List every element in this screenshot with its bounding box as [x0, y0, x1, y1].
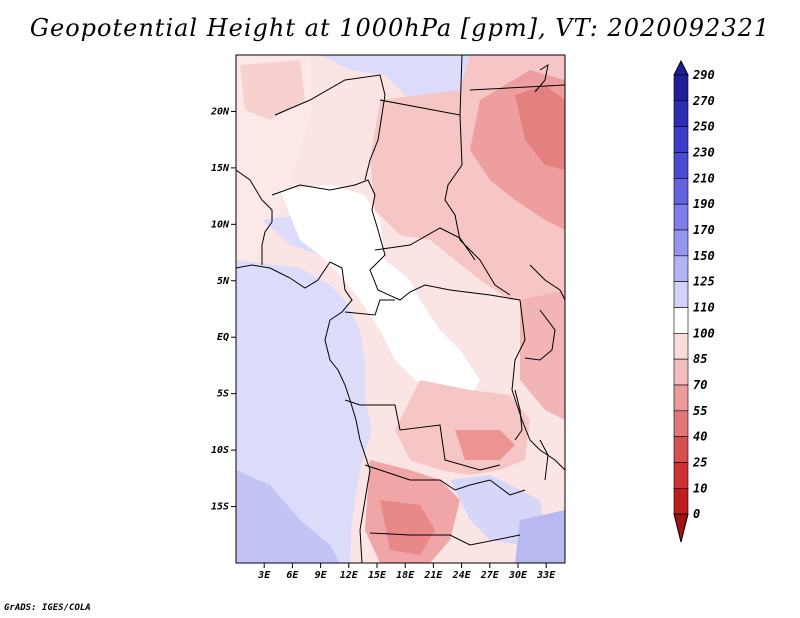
atlantic-coast [236, 261, 371, 563]
colorbar: 2902702502302101901701501251101008570554… [673, 59, 715, 543]
colorbar-label: 270 [692, 94, 715, 108]
colorbar-swatch [673, 307, 689, 334]
colorbar-swatch [673, 410, 689, 437]
colorbar-bottom-arrow [673, 513, 689, 543]
colorbar-label: 85 [693, 352, 707, 366]
colorbar-label: 10 [693, 481, 707, 495]
colorbar-swatch [673, 255, 689, 282]
coastlines-borders [236, 55, 565, 563]
lon-axis: 3E 6E 9E 12E 15E 18E 21E 24E 27E 30E 33E [257, 563, 556, 581]
red-sea-coast [534, 63, 549, 93]
lake-victoria [524, 309, 556, 361]
shade-white-band [280, 185, 480, 400]
east-border [511, 299, 565, 471]
colorbar-swatch [673, 384, 689, 412]
colorbar-label: 150 [693, 249, 715, 263]
field-shading [236, 55, 565, 563]
lon-tick-label: 9E [315, 570, 328, 581]
lon-tick-label: 33E [536, 570, 556, 581]
lat-tick-label: 15S [211, 502, 229, 513]
lon-tick-label: 18E [396, 570, 415, 581]
colorbar-swatch [673, 229, 689, 257]
colorbar-label: 190 [693, 197, 715, 211]
colorbar-swatch [673, 488, 689, 515]
colorbar-label: 125 [693, 275, 715, 289]
lon-tick-label: 24E [452, 570, 472, 581]
lake-tanganyika [514, 389, 523, 441]
egypt-border [459, 55, 463, 116]
car-border [374, 227, 476, 261]
colorbar-label: 250 [692, 120, 715, 134]
west-border [236, 169, 273, 265]
niger-chad-border [274, 74, 386, 181]
angola-congo-border [344, 399, 501, 471]
gabon-border [344, 299, 395, 316]
colorbar-swatch [673, 178, 689, 205]
shade-katanga [455, 430, 515, 460]
colorbar-swatch [673, 436, 689, 463]
colorbar-swatch [673, 152, 689, 179]
lake-malawi [539, 439, 549, 481]
colorbar-label: 230 [692, 146, 715, 160]
colorbar-label: 55 [693, 404, 707, 418]
lon-tick-label: 6E [286, 570, 299, 581]
grads-credit: GrADS: IGES/COLA [4, 603, 91, 613]
egypt-sudan-line [469, 84, 565, 91]
colorbar-label: 25 [692, 456, 707, 470]
lon-tick-label: 15E [368, 570, 387, 581]
shade-nw-pink [240, 60, 305, 120]
lat-tick-label: 15N [211, 163, 230, 174]
colorbar-swatch [673, 100, 689, 127]
colorbar-swatch [673, 126, 689, 153]
colorbar-label: 0 [693, 507, 700, 521]
lon-tick-label: 3E [257, 570, 271, 581]
lat-axis: 20N 15N 10N 5N EQ 5S 10S 15S [210, 106, 236, 513]
lat-tick-label: 10S [211, 445, 229, 456]
colorbar-label: 40 [693, 430, 707, 444]
lon-tick-label: 12E [340, 570, 359, 581]
shade-ethiopia-max [515, 85, 565, 170]
shade-mozambique [515, 510, 565, 563]
shade-east-africa [520, 290, 565, 420]
colorbar-label: 70 [693, 378, 707, 392]
lat-tick-label: 10N [211, 219, 230, 230]
shade-south-core [380, 500, 435, 555]
lat-tick-label: 20N [210, 106, 230, 117]
colorbar-label: 290 [692, 68, 715, 82]
colorbar-swatch [673, 358, 689, 386]
lon-tick-label: 30E [508, 570, 528, 581]
colorbar-top-arrow [673, 59, 689, 76]
ethiopia-border [529, 264, 565, 301]
colorbar-label: 210 [692, 171, 715, 185]
zambia-border [364, 464, 526, 496]
lat-tick-label: 5S [217, 389, 229, 400]
colorbar-swatch [673, 74, 689, 102]
chad-sudan-border [379, 99, 511, 296]
chart-title: Geopotential Height at 1000hPa [gpm], VT… [29, 14, 771, 42]
namibia-border [369, 532, 521, 546]
colorbar-swatch [673, 333, 689, 360]
shade-south-atlantic [236, 470, 340, 563]
central-border-1 [271, 179, 521, 301]
colorbar-label: 100 [693, 326, 715, 340]
colorbar-label: 110 [693, 301, 715, 315]
colorbar-label: 170 [693, 223, 715, 237]
colorbar-swatch [673, 462, 689, 489]
map-frame [235, 54, 566, 564]
lon-tick-label: 27E [480, 570, 500, 581]
lat-tick-label: 5N [217, 276, 230, 287]
lon-tick-label: 21E [423, 570, 443, 581]
colorbar-swatch [673, 203, 689, 231]
lat-tick-label: EQ [217, 332, 229, 343]
colorbar-swatch [673, 281, 689, 308]
